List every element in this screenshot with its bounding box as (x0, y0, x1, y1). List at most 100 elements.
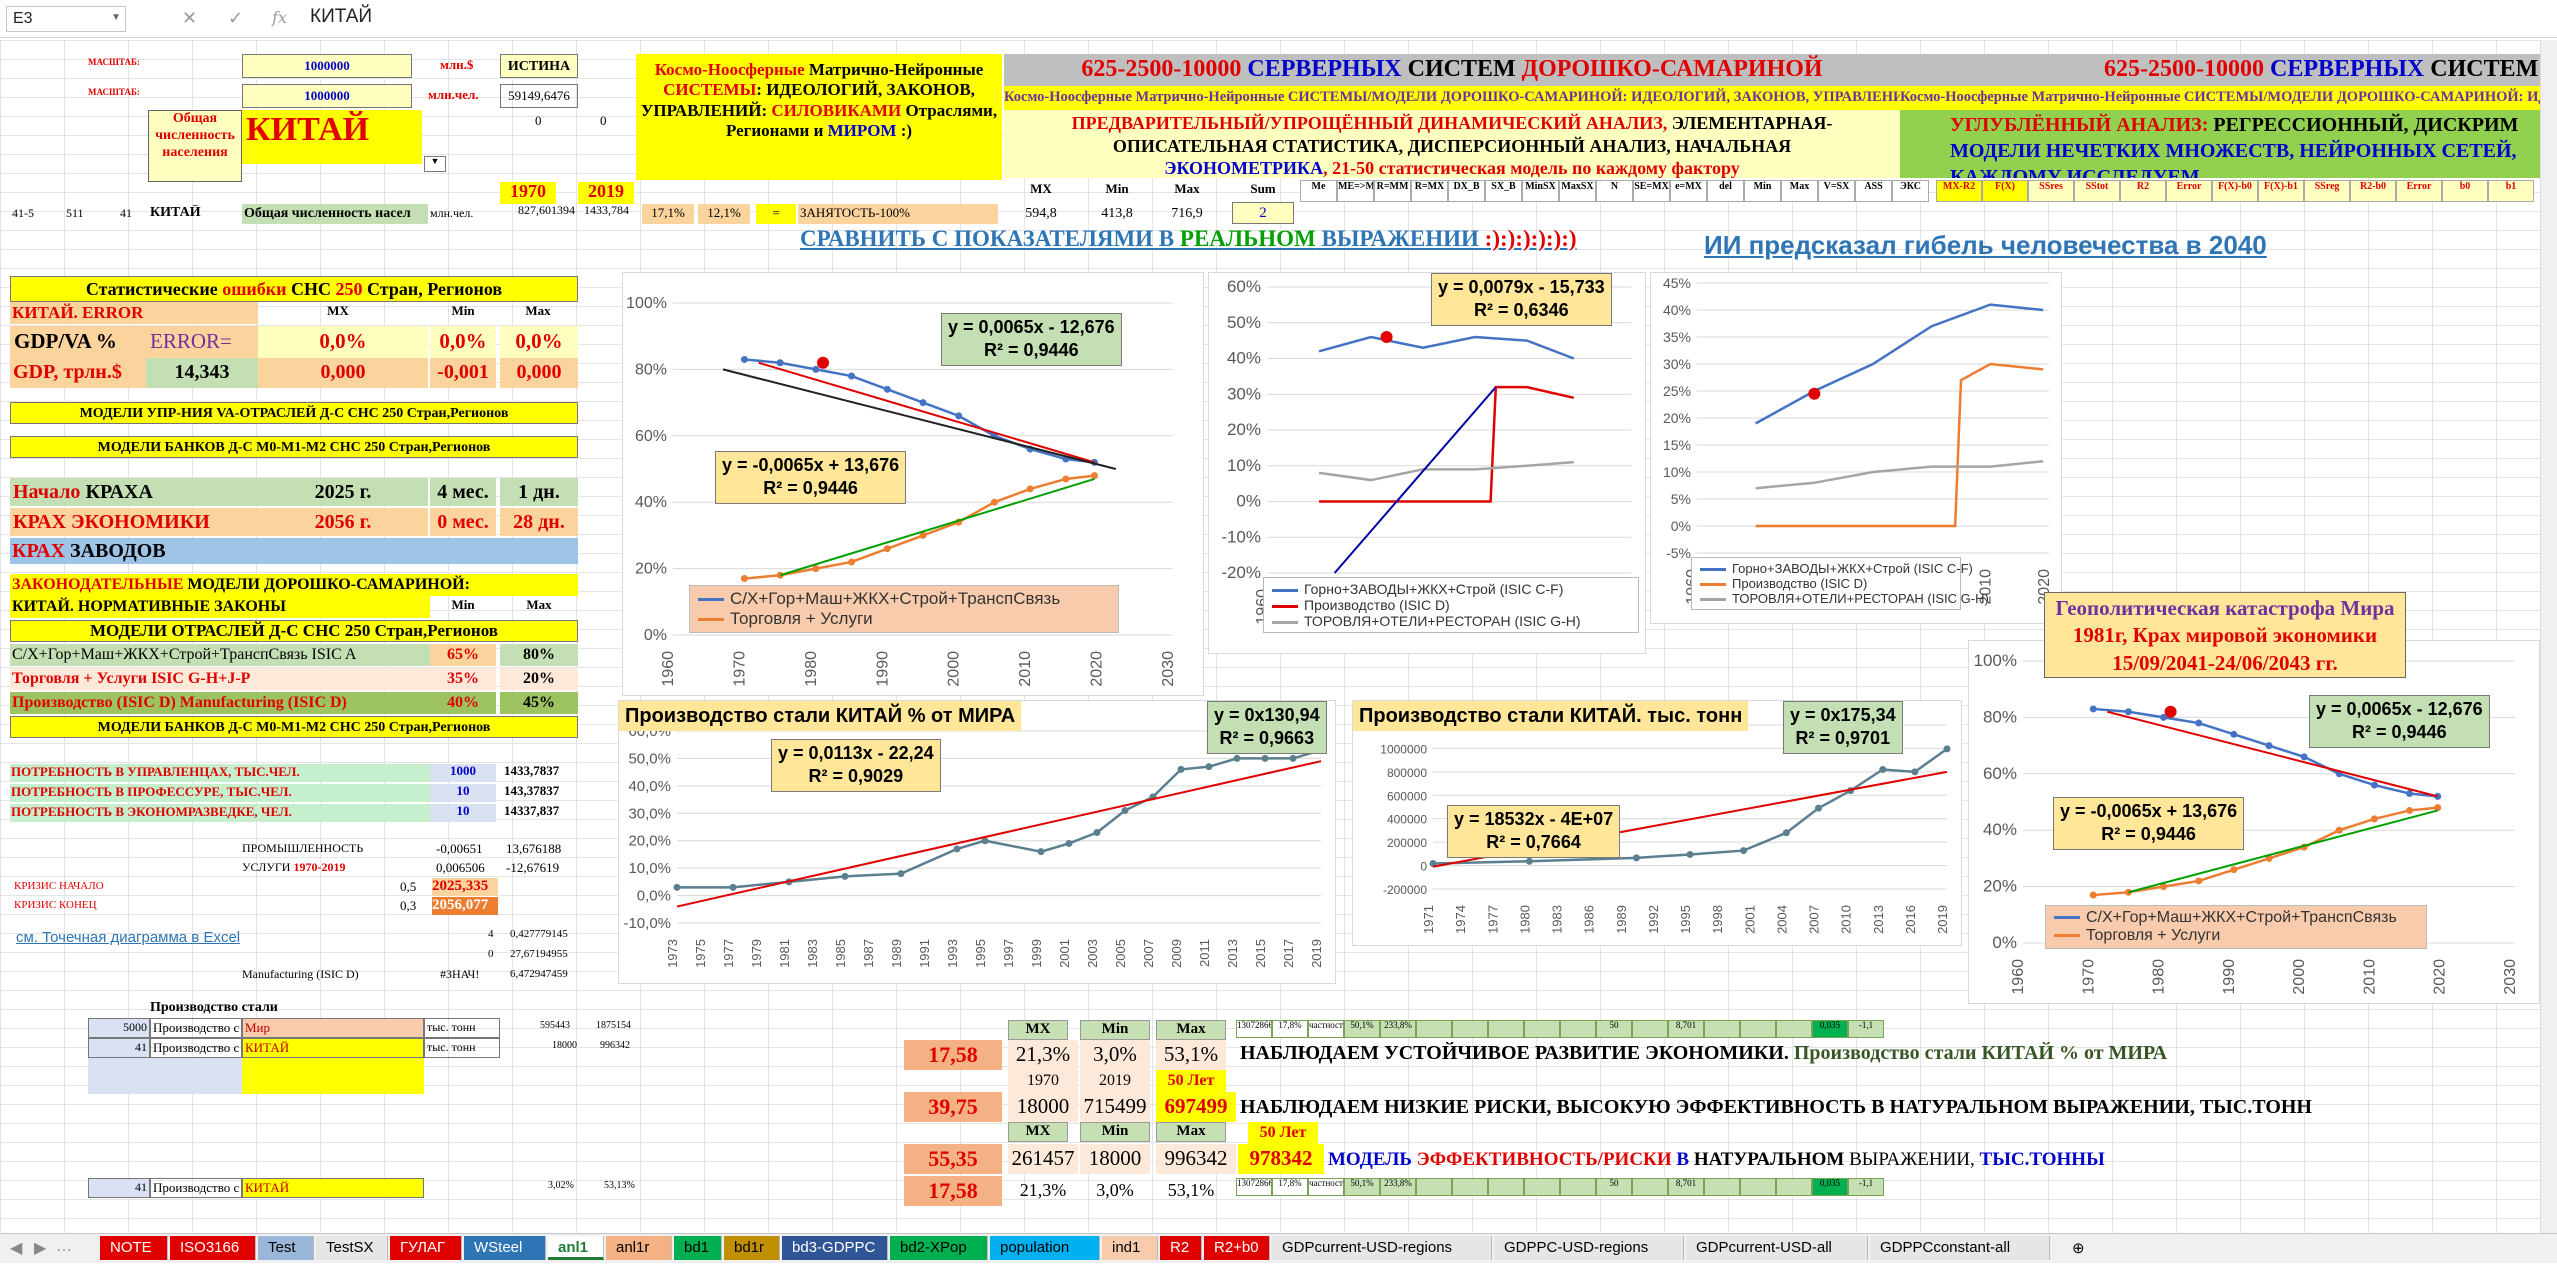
year-end[interactable]: 2019 (578, 182, 634, 204)
sum-value[interactable]: 2 (1232, 202, 1294, 224)
data-point (2300, 753, 2308, 761)
mini-stat-cell (1488, 1020, 1524, 1038)
models-banks-2[interactable]: МОДЕЛИ БАНКОВ Д-С М0-М1-М2 СНС 250 Стран… (10, 716, 578, 738)
trend-line (676, 760, 1322, 908)
mini-stat-cell (1740, 1020, 1776, 1038)
chevron-down-icon[interactable]: ▼ (111, 12, 121, 23)
stat-header-cell: R2 (2120, 180, 2166, 202)
sheet-tab-ind1[interactable]: ind1 (1102, 1236, 1158, 1260)
models-banks[interactable]: МОДЕЛИ БАНКОВ Д-С М0-М1-М2 СНС 250 Стран… (10, 436, 578, 458)
x-tick-label: 2010 (1977, 569, 1994, 605)
norm-laws: КИТАЙ. НОРМАТИВНЫЕ ЗАКОНЫ (10, 596, 430, 618)
y-tick-label: 35% (1663, 329, 1691, 345)
cancel-icon[interactable]: ✕ (182, 8, 198, 29)
min-header: Min (451, 304, 475, 318)
c-part: ЭФФЕКТИВНОСТЬ/РИСКИ (1416, 1150, 1672, 1170)
formula-input[interactable]: КИТАЙ (310, 6, 373, 27)
data-point (990, 498, 998, 506)
sheet-tab-note[interactable]: NOTE (100, 1236, 168, 1260)
score-a: 17,58 (904, 1040, 1002, 1070)
sheet-tab-population[interactable]: population (990, 1236, 1100, 1260)
compare-link[interactable]: СРАВНИТЬ С ПОКАЗАТЕЛЯМИ В РЕАЛЬНОМ ВЫРАЖ… (800, 226, 1577, 252)
data-point (1525, 857, 1533, 865)
year-start[interactable]: 1970 (500, 182, 556, 204)
sheet-tab-bd3-gdppc[interactable]: bd3-GDPPC (782, 1236, 888, 1260)
sheet-tab-test[interactable]: Test (258, 1236, 314, 1260)
sheet-tab-bd1r[interactable]: bd1r (724, 1236, 780, 1260)
highlight-point (2164, 705, 2177, 718)
data-point (883, 385, 891, 393)
x-tick-label: 1995 (1678, 905, 1693, 934)
country-title[interactable]: КИТАЙ (242, 110, 422, 164)
c-max: 996342 (1156, 1144, 1236, 1174)
ai-link[interactable]: ИИ предсказал гибель человечества в 2040 (1704, 230, 2267, 260)
models-va[interactable]: МОДЕЛИ УПР-НИЯ VA-ОТРАСЛЕЙ Д-С СНС 250 С… (10, 402, 578, 424)
chart-steel-share[interactable]: -10,0% 0,0% 10,0% 20,0% 30,0% 40,0% 50,0% 60,0%… (618, 700, 1336, 984)
chart-sectors-share[interactable]: 0% 20% 40% 60% 80% 100% 1960 1970 1980 1990 2000 20… (622, 272, 1204, 696)
scale2-value[interactable]: 1000000 (242, 84, 412, 108)
sheet-tab-gdppcconstant-all[interactable]: GDPPCconstant-all (1870, 1236, 2050, 1260)
title-part: Стран, Регионов (362, 279, 503, 299)
more-sheets-icon[interactable]: … (56, 1238, 72, 1255)
crisis-end-w: 0,3 (400, 899, 417, 913)
geo-catastrophe-box: Геополитическая катастрофа Мира 1981г, К… (2044, 592, 2406, 678)
sheet-tab-iso3166[interactable]: ISO3166 (170, 1236, 256, 1260)
crisis-start-label: КРИЗИС НАЧАЛО (14, 880, 104, 892)
sheet-tab-bd2-xpop[interactable]: bd2-XPop (890, 1236, 988, 1260)
scale1-value[interactable]: 1000000 (242, 54, 412, 78)
score-c: 55,35 (904, 1144, 1002, 1174)
sheet-tab-wsteel[interactable]: WSteel (464, 1236, 546, 1260)
next-sheet-icon[interactable]: ▶ (34, 1240, 47, 1257)
sheet-tab-гулаг[interactable]: ГУЛАГ (390, 1236, 462, 1260)
scatter-link[interactable]: см. Точечная диаграмма в Excel (16, 930, 241, 946)
sheet-tab-gdppc-usd-regions[interactable]: GDPPC-USD-regions (1494, 1236, 1684, 1260)
data-point (1782, 829, 1790, 837)
sheet-tab-r2-b0[interactable]: R2+b0 (1204, 1236, 1270, 1260)
chevron-down-icon[interactable]: ▼ (424, 156, 446, 172)
sheet-tab-bd1[interactable]: bd1 (674, 1236, 722, 1260)
function-icon[interactable]: fx (272, 8, 287, 27)
chart-industry-mix[interactable]: -20%-10%0%10%20%30%40%50%60%196019701980… (1208, 272, 1646, 654)
sheet-tab-gdpcurrent-usd-all[interactable]: GDPcurrent-USD-all (1686, 1236, 1868, 1260)
vertical-scrollbar[interactable] (2540, 40, 2557, 1233)
data-point (1205, 763, 1213, 771)
r-squared-text: R² = 0,9029 (808, 766, 904, 787)
sheet-tab-r2[interactable]: R2 (1160, 1236, 1202, 1260)
steel-3-country[interactable]: КИТАЙ (242, 1178, 424, 1198)
chart-sectors-share-2[interactable]: 0% 20% 40% 60% 80% 100% 1960 1970 1980 1990 2000 20… (1968, 640, 2540, 1004)
link-text: :):):):):):) (1484, 226, 1577, 251)
title-part: 250 (335, 279, 363, 299)
chart-steel-tons[interactable]: -200000 0 200000 400000 600000 800000 1000000 1… (1352, 700, 1962, 946)
y-tick-label: 80% (1983, 707, 2017, 726)
add-sheet-icon[interactable]: ⊕ (2072, 1240, 2085, 1257)
data-point (2195, 719, 2203, 727)
servers-title: 625-2500-10000 СЕРВЕРНЫХ СИСТЕМ ДОРОШКО-… (1004, 54, 1900, 86)
row-n1: 511 (66, 207, 84, 220)
sector-2-max: 20% (500, 668, 578, 690)
sheet-tab-anl1[interactable]: anl1 (548, 1236, 604, 1260)
y-tick-label: 0% (1671, 518, 1691, 534)
sheet-tab-testsx[interactable]: TestSX (316, 1236, 388, 1260)
sheet-tab-anl1r[interactable]: anl1r (606, 1236, 672, 1260)
name-box[interactable]: E3 ▼ (6, 6, 126, 32)
sheet-tab-gdpcurrent-usd-regions[interactable]: GDPcurrent-USD-regions (1272, 1236, 1492, 1260)
data-point (2089, 705, 2097, 713)
x-tick-label: 2010 (1839, 905, 1854, 934)
banner-text: Космо-Ноосферные (654, 60, 805, 79)
check-icon[interactable]: ✓ (228, 8, 244, 29)
chart-industry-mix-2[interactable]: -5%0%5%10%15%20%25%30%35%40%45%196019701… (1650, 272, 2062, 624)
mx-header: MX (1008, 1122, 1068, 1142)
pct-cell: 12,1% (698, 204, 750, 224)
mini-stat-cell: 8,701 (1668, 1020, 1704, 1038)
mini-stat-cell (1488, 1178, 1524, 1196)
sectors-title[interactable]: МОДЕЛИ ОТРАСЛЕЙ Д-С СНС 250 Стран,Регион… (10, 620, 578, 642)
r1a: 4 (488, 928, 494, 940)
c-value: 978342 (1238, 1144, 1324, 1174)
steel-2-country[interactable]: КИТАЙ (242, 1038, 424, 1058)
chart-legend: С/Х+Гор+Маш+ЖКХ+Строй+ТранспСвязь Торговл… (689, 585, 1119, 633)
y-tick-label: 600000 (1387, 789, 1427, 803)
x-tick-label: 2005 (1113, 939, 1128, 968)
prev-sheet-icon[interactable]: ◀ (10, 1240, 23, 1257)
legend-swatch (698, 618, 724, 622)
zero-cell: 0 (600, 114, 607, 128)
